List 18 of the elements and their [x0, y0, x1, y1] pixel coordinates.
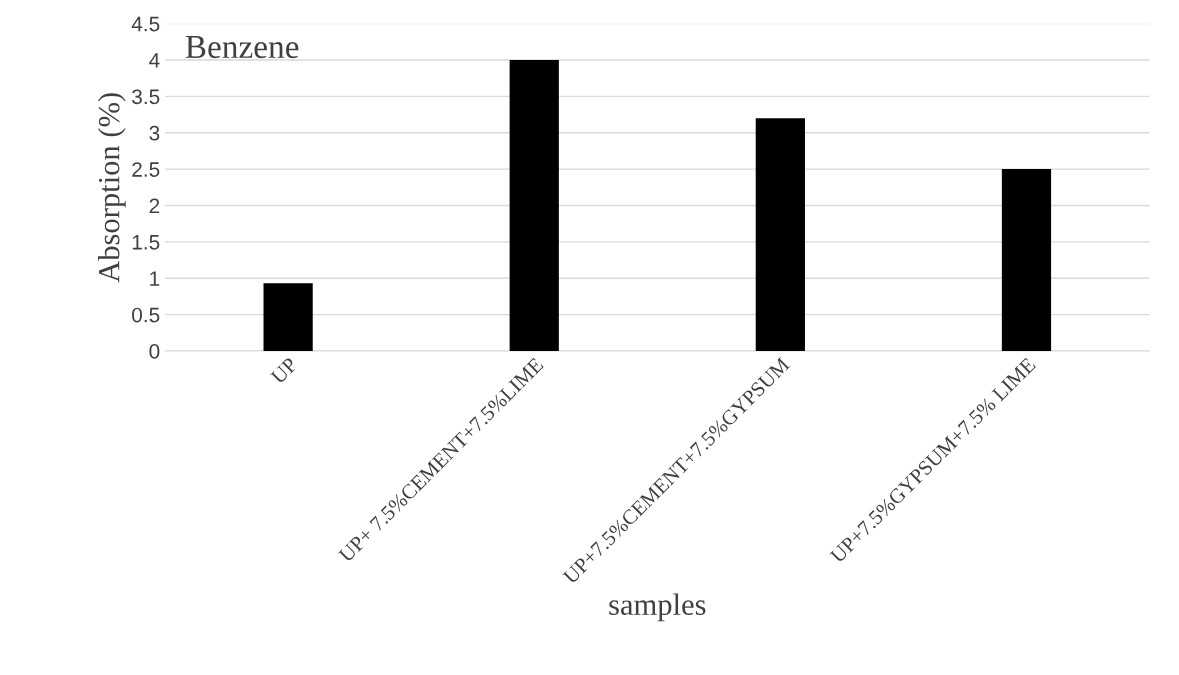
y-tick-label: 1.5	[132, 235, 160, 250]
y-tick-label: 2	[149, 198, 160, 214]
y-tick-label: 0.5	[132, 307, 160, 323]
x-tick-label: UP	[270, 357, 298, 385]
y-tick-label: 2.5	[132, 162, 160, 177]
bar	[509, 60, 559, 351]
y-tick-label: 4.5	[131, 16, 160, 32]
x-axis-title: samples	[609, 593, 706, 622]
bar	[755, 118, 805, 351]
y-tick-label: 1	[150, 271, 160, 286]
y-tick-label: 3.5	[132, 89, 160, 105]
bar	[263, 283, 313, 351]
y-axis-title: Absorption (%)	[97, 93, 126, 283]
annotation: Benzene	[185, 36, 299, 59]
y-tick-label: 4	[149, 53, 160, 68]
y-tick-label: 0	[149, 344, 160, 359]
y-tick-label: 3	[149, 125, 160, 141]
bar	[1001, 169, 1052, 351]
